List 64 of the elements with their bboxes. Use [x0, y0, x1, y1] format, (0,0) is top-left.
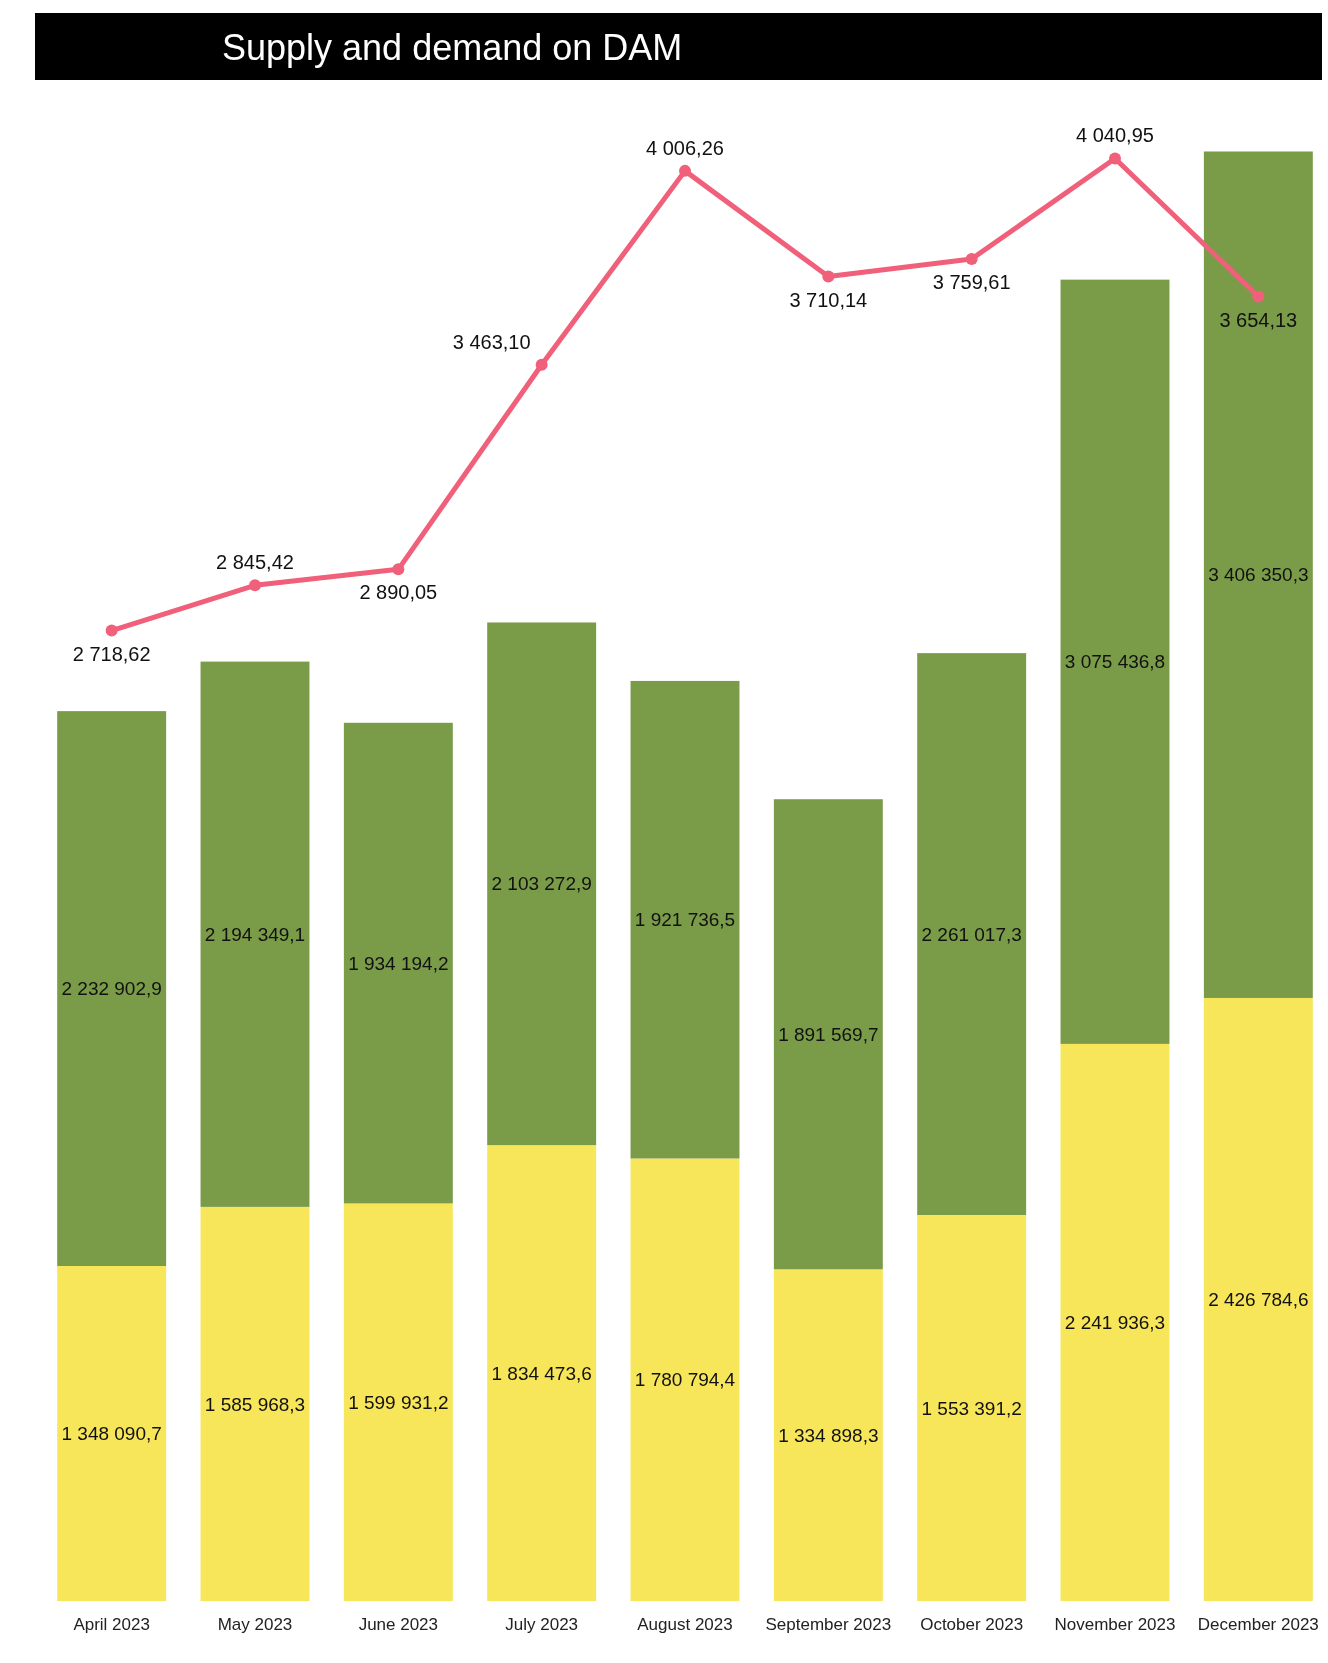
- x-tick-label: November 2023: [1054, 1615, 1176, 1634]
- x-tick-label: July 2023: [505, 1615, 579, 1634]
- data-label: 1 334 898,3: [778, 1424, 879, 1446]
- data-label: 4 006,26: [646, 136, 724, 159]
- data-label: 3 759,61: [932, 270, 1011, 293]
- data-label: 2 232 902,9: [61, 978, 162, 1000]
- point: [822, 270, 835, 283]
- x-tick-label: September 2023: [765, 1615, 892, 1634]
- bar: [1203, 997, 1313, 1601]
- bar: [57, 711, 167, 1266]
- data-label: 2 241 936,3: [1064, 1312, 1166, 1334]
- data-label: 4 040,95: [1076, 124, 1154, 147]
- data-label: 3 406 350,3: [1208, 564, 1309, 586]
- bar: [343, 722, 453, 1204]
- x-tick-label: October 2023: [920, 1615, 1024, 1634]
- data-label: 1 921 736,5: [634, 909, 736, 931]
- point: [965, 252, 978, 265]
- data-label: 2 426 784,6: [1208, 1289, 1309, 1311]
- data-label: 1 348 090,7: [61, 1423, 162, 1445]
- x-tick-label: May 2023: [217, 1615, 293, 1634]
- bar: [487, 1145, 597, 1601]
- data-label: 2 890,05: [359, 581, 438, 604]
- bar: [1060, 1043, 1170, 1601]
- bar: [487, 622, 597, 1146]
- data-label: 1 599 931,2: [348, 1391, 449, 1413]
- x-tick-label: August 2023: [637, 1615, 733, 1634]
- point: [679, 164, 691, 177]
- bar: [1203, 151, 1313, 998]
- bar: [773, 1269, 883, 1601]
- x-tick-label: December 2023: [1197, 1615, 1319, 1634]
- data-label: 2 194 349,1: [204, 923, 306, 945]
- bar: [917, 653, 1027, 1215]
- bar: [773, 799, 883, 1270]
- point: [1109, 152, 1121, 165]
- point: [249, 579, 261, 592]
- point: [1252, 290, 1265, 303]
- data-label: 2 718,62: [72, 642, 151, 665]
- bar: [57, 1266, 167, 1601]
- bar: [343, 1203, 453, 1601]
- data-label: 3 654,13: [1219, 308, 1298, 331]
- point: [105, 624, 118, 637]
- data-label: 1 934 194,2: [348, 952, 449, 974]
- data-label: 1 780 794,4: [634, 1369, 736, 1391]
- data-label: 1 891 569,7: [778, 1023, 879, 1045]
- data-label: 1 585 968,3: [204, 1393, 306, 1415]
- point: [392, 563, 405, 576]
- data-label: 2 261 017,3: [921, 923, 1022, 945]
- x-tick-label: April 2023: [73, 1615, 150, 1634]
- bar: [630, 1158, 740, 1601]
- bar: [200, 661, 310, 1207]
- data-label: 3 463,10: [452, 330, 531, 353]
- bar: [200, 1206, 310, 1601]
- data-label: 2 103 272,9: [491, 873, 592, 895]
- bar: [917, 1214, 1027, 1601]
- bar: [1060, 279, 1170, 1044]
- data-label: 3 075 436,8: [1064, 651, 1166, 673]
- point: [535, 358, 548, 371]
- data-label: 1 834 473,6: [491, 1362, 592, 1384]
- chart-title: Supply and demand on DAM: [222, 27, 683, 68]
- bar: [630, 680, 740, 1159]
- data-label: 1 553 391,2: [921, 1397, 1022, 1419]
- data-label: 3 710,14: [789, 288, 868, 311]
- x-tick-label: June 2023: [358, 1615, 439, 1634]
- data-label: 2 845,42: [216, 551, 294, 574]
